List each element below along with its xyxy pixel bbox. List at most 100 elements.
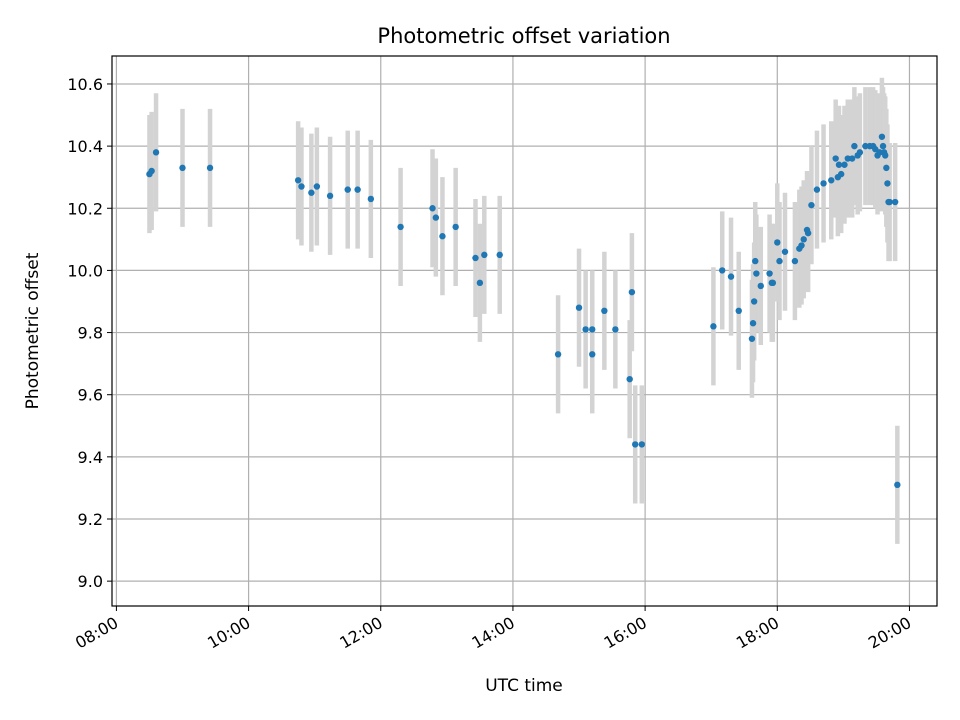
data-point xyxy=(472,254,479,262)
data-point xyxy=(628,288,636,296)
y-tick-label: 9.2 xyxy=(78,510,103,529)
data-point xyxy=(496,251,503,259)
data-point xyxy=(631,441,639,448)
data-point xyxy=(800,236,807,243)
data-point xyxy=(354,186,361,193)
data-point xyxy=(884,180,891,187)
data-point xyxy=(753,270,760,277)
data-point xyxy=(804,229,812,237)
data-point xyxy=(152,149,160,156)
data-point xyxy=(774,239,781,246)
data-point xyxy=(851,142,858,150)
data-point xyxy=(769,279,777,287)
data-point xyxy=(429,205,436,212)
data-point xyxy=(749,320,757,327)
plot-frame xyxy=(111,55,938,607)
data-point xyxy=(841,161,848,168)
data-point xyxy=(766,270,773,277)
data-point xyxy=(848,155,856,162)
data-point xyxy=(820,180,827,187)
data-point xyxy=(735,307,742,315)
data-point xyxy=(626,375,633,383)
grid xyxy=(112,56,937,606)
data-point xyxy=(876,149,883,156)
data-point xyxy=(752,257,759,265)
x-axis: 08:00 10:00 12:00 14:00 16:00 18:00 20:00 xyxy=(72,606,914,653)
data-point xyxy=(582,326,589,333)
y-axis-title: Photometric offset xyxy=(23,252,43,409)
data-point xyxy=(452,223,459,231)
data-point xyxy=(791,257,799,265)
data-point xyxy=(719,267,726,274)
data-point xyxy=(727,273,735,280)
x-tick-label: 10:00 xyxy=(204,613,253,653)
x-tick-label: 18:00 xyxy=(733,613,782,653)
data-point xyxy=(883,164,890,172)
y-tick-label: 9.4 xyxy=(78,448,103,467)
data-point xyxy=(148,167,155,175)
data-point xyxy=(439,233,446,240)
data-point xyxy=(891,198,899,206)
data-point xyxy=(781,248,789,255)
data-point xyxy=(835,161,843,168)
x-tick-label: 08:00 xyxy=(72,613,121,653)
data-point xyxy=(832,155,839,162)
x-tick-label: 12:00 xyxy=(336,613,385,653)
data-point xyxy=(589,351,596,358)
data-point xyxy=(750,298,758,305)
y-tick-label: 10.4 xyxy=(67,137,103,156)
data-point xyxy=(828,177,835,184)
data-point xyxy=(432,214,440,221)
data-point xyxy=(886,198,893,206)
y-tick-label: 10.6 xyxy=(67,75,103,94)
data-point xyxy=(367,195,375,203)
data-point xyxy=(612,326,619,333)
data-point xyxy=(308,189,315,196)
data-point xyxy=(344,186,351,193)
x-axis-title: UTC time xyxy=(485,676,563,696)
data-point xyxy=(601,307,608,315)
data-point xyxy=(294,177,302,184)
data-point xyxy=(894,481,901,489)
data-point xyxy=(844,155,851,162)
data-point xyxy=(856,149,864,156)
data-point xyxy=(798,242,805,249)
y-axis: 9.0 9.2 9.4 9.6 9.8 10.0 10.2 10.4 10.6 xyxy=(67,75,112,591)
data-point xyxy=(862,142,869,150)
y-tick-label: 10.0 xyxy=(67,261,103,280)
data-points xyxy=(146,133,901,489)
error-bars xyxy=(147,77,900,544)
chart-title: Photometric offset variation xyxy=(377,24,670,48)
data-point xyxy=(757,282,764,290)
data-point xyxy=(878,133,886,140)
y-tick-label: 10.2 xyxy=(67,199,103,218)
data-point xyxy=(476,279,484,287)
data-point xyxy=(748,335,756,342)
data-point xyxy=(206,164,214,172)
data-point xyxy=(313,183,321,190)
data-point xyxy=(837,170,845,178)
y-tick-label: 9.8 xyxy=(78,324,103,343)
data-point xyxy=(882,152,889,159)
data-point xyxy=(710,323,717,330)
data-point xyxy=(397,223,404,231)
data-point xyxy=(776,257,783,265)
data-point xyxy=(326,192,334,200)
data-point xyxy=(179,164,186,172)
data-point xyxy=(638,441,646,448)
data-point xyxy=(298,183,305,190)
x-tick-label: 20:00 xyxy=(865,613,914,653)
x-tick-label: 16:00 xyxy=(601,613,650,653)
data-point xyxy=(554,351,562,358)
data-point xyxy=(481,251,488,259)
data-point xyxy=(575,304,583,311)
data-point xyxy=(879,142,887,150)
data-point xyxy=(589,326,596,333)
data-point xyxy=(813,186,821,193)
x-tick-label: 14:00 xyxy=(469,613,518,653)
y-tick-label: 9.0 xyxy=(78,572,103,591)
y-tick-label: 9.6 xyxy=(78,386,103,405)
data-point xyxy=(808,201,815,209)
